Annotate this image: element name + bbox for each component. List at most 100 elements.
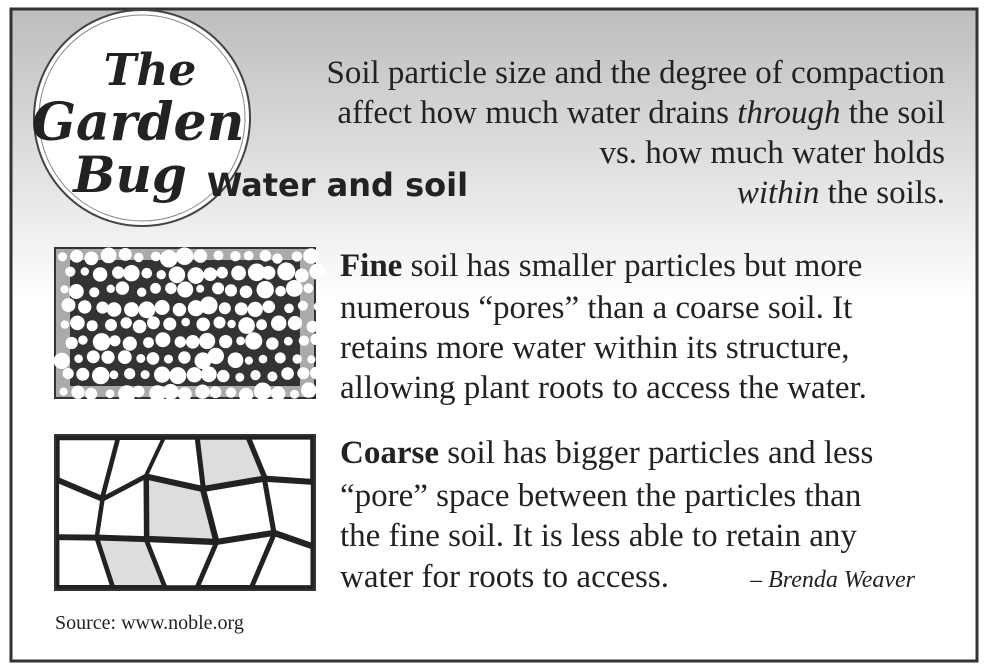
particle: [61, 320, 69, 328]
particle: [65, 267, 75, 277]
particle: [254, 383, 271, 400]
particle: [250, 370, 260, 380]
particle: [147, 352, 160, 365]
particle: [147, 316, 160, 329]
particle: [123, 337, 137, 351]
particle: [175, 336, 186, 347]
particle: [216, 267, 228, 279]
intro-line: Soil particle size and the degree of com…: [326, 55, 945, 91]
particle: [81, 267, 89, 275]
emphasis: within: [737, 175, 820, 211]
particle: [295, 269, 309, 283]
particle: [235, 302, 248, 315]
emphasis: through: [737, 95, 840, 131]
particle: [228, 352, 244, 368]
particle: [259, 355, 268, 364]
particle: [54, 353, 70, 369]
particle: [266, 337, 278, 349]
particle: [178, 387, 192, 401]
coarse-line: “pore” space between the particles than: [340, 478, 861, 514]
particle: [58, 252, 67, 261]
particle: [71, 386, 84, 399]
coarse-line: water for roots to access.: [340, 559, 669, 595]
particle: [245, 357, 253, 365]
particle: [110, 370, 119, 379]
particle: [200, 297, 218, 315]
particle: [301, 382, 316, 397]
particle: [208, 348, 224, 364]
particle: [133, 386, 145, 398]
particle: [60, 388, 68, 396]
particle: [137, 288, 146, 297]
particle: [92, 367, 109, 384]
particle: [163, 318, 176, 331]
particle: [124, 302, 139, 317]
particle: [307, 355, 315, 363]
logo-word: Garden: [32, 92, 245, 153]
particle: [107, 285, 115, 293]
intro-line: affect how much water drains through the…: [337, 95, 945, 131]
particle: [106, 389, 115, 398]
particle: [225, 284, 237, 296]
particle: [70, 250, 83, 263]
particle: [275, 286, 286, 297]
fine-soil-image: [54, 247, 326, 402]
particle: [214, 317, 226, 329]
particle: [62, 298, 76, 312]
particle: [304, 283, 314, 293]
particle: [78, 300, 91, 313]
particle: [154, 367, 170, 383]
particle: [181, 318, 190, 327]
particle: [260, 250, 272, 262]
particle: [262, 266, 276, 280]
particle: [164, 355, 173, 364]
particle: [293, 354, 302, 363]
particle: [70, 316, 85, 331]
particle: [303, 248, 319, 264]
particle: [212, 282, 224, 294]
particle: [199, 333, 215, 349]
heading: Water and soil: [207, 166, 468, 204]
particle: [136, 354, 145, 363]
particle: [271, 316, 286, 331]
particle: [133, 320, 147, 334]
particle: [76, 368, 89, 381]
particle: [186, 335, 200, 349]
coarse-line: the fine soil. It is less able to retain…: [340, 518, 857, 554]
particle: [235, 373, 244, 382]
particle: [194, 249, 208, 263]
particle: [214, 251, 224, 261]
particle: [112, 266, 124, 278]
particle: [116, 281, 129, 294]
particle: [196, 318, 210, 332]
particle: [89, 287, 99, 297]
particle: [290, 390, 299, 399]
particle: [307, 321, 319, 333]
particle: [238, 317, 255, 334]
particle: [66, 337, 78, 349]
particle: [85, 388, 97, 400]
particle: [281, 367, 294, 380]
source: Source: www.noble.org: [55, 612, 244, 634]
particle: [134, 253, 144, 263]
particle: [231, 266, 246, 281]
particle: [298, 301, 308, 311]
particle: [157, 270, 166, 279]
particle: [105, 319, 117, 331]
particle: [155, 332, 170, 347]
particle: [310, 334, 322, 346]
text: vs. how much water holds: [599, 135, 945, 171]
particle: [292, 251, 302, 261]
text: affect how much water drains: [337, 95, 737, 131]
particle: [297, 367, 309, 379]
particle: [169, 267, 186, 284]
particle: [299, 336, 309, 346]
particle: [275, 352, 286, 363]
particle: [245, 332, 262, 349]
particle: [201, 366, 217, 382]
particle: [123, 265, 139, 281]
particle: [87, 320, 98, 331]
particle: [155, 300, 170, 315]
particle: [271, 386, 285, 400]
logo-word: Bug: [71, 145, 187, 204]
